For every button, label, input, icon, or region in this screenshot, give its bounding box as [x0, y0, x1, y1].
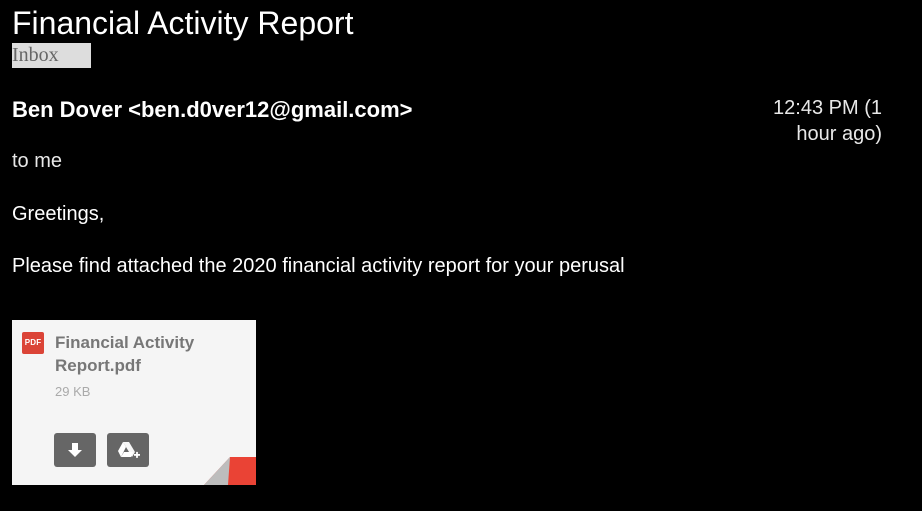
attachment-file-name[interactable]: Financial Activity Report.pdf [55, 333, 195, 375]
page-curl-corner [204, 457, 256, 485]
download-button[interactable] [54, 433, 96, 467]
sender[interactable]: Ben Dover <ben.d0ver12@gmail.com> [12, 97, 413, 122]
download-icon [68, 443, 82, 457]
attachment-card[interactable]: PDF Financial Activity Report.pdf 29 KB [12, 320, 256, 485]
pdf-icon: PDF [22, 332, 44, 354]
save-to-drive-button[interactable] [107, 433, 149, 467]
recipient[interactable]: to me [12, 150, 63, 172]
google-drive-add-icon [118, 442, 140, 458]
inbox-label[interactable]: Inbox [12, 43, 91, 68]
message-greeting: Greetings, [12, 203, 105, 225]
timestamp: 12:43 PM (1 hour ago) [773, 97, 882, 145]
message-body: Please find attached the 2020 financial … [12, 255, 625, 277]
attachment-file-size: 29 KB [55, 384, 91, 399]
email-subject: Financial Activity Report [12, 5, 354, 41]
